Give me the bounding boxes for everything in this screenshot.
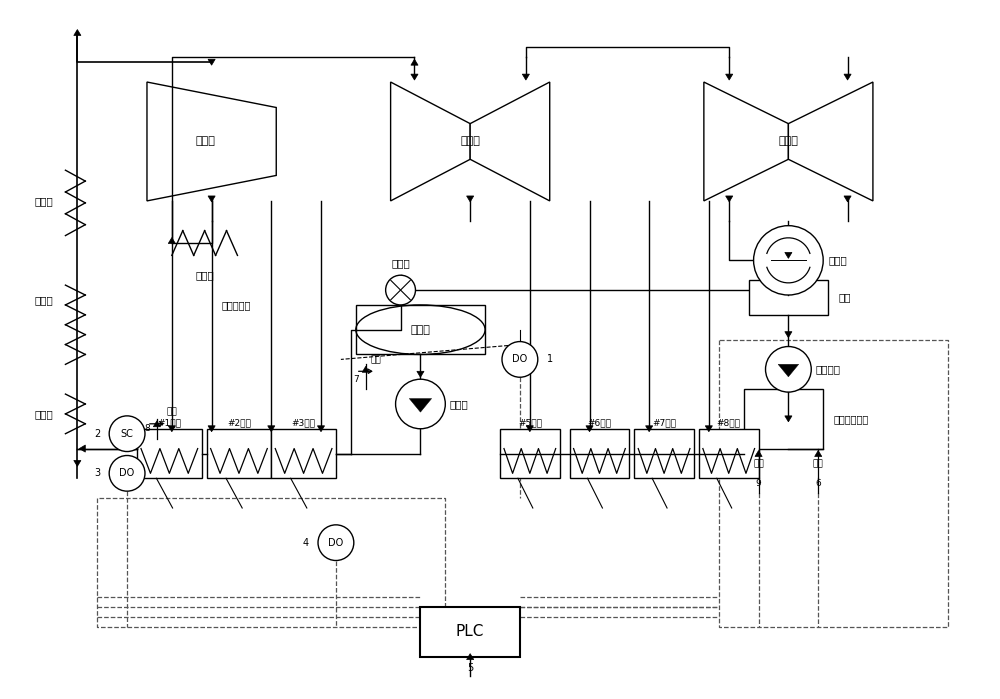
Polygon shape	[755, 451, 762, 456]
Text: 加氧: 加氧	[167, 408, 178, 417]
Polygon shape	[470, 82, 550, 201]
Bar	[744, 389, 823, 449]
Text: 汽轮机抜气: 汽轮机抜气	[222, 300, 251, 310]
Bar	[356, 305, 485, 354]
Circle shape	[109, 456, 145, 491]
Text: 9: 9	[756, 479, 761, 488]
Text: #8低加: #8低加	[717, 418, 741, 427]
Polygon shape	[726, 74, 733, 80]
Circle shape	[396, 380, 445, 428]
Polygon shape	[79, 445, 85, 452]
Polygon shape	[208, 196, 215, 202]
Text: 3: 3	[94, 468, 100, 478]
Text: 省煤器: 省煤器	[35, 409, 53, 419]
Polygon shape	[785, 331, 792, 338]
Polygon shape	[74, 29, 81, 36]
Text: 给水泵: 给水泵	[449, 399, 468, 409]
Polygon shape	[147, 82, 276, 201]
Polygon shape	[467, 196, 474, 202]
Polygon shape	[411, 59, 418, 65]
Polygon shape	[705, 426, 712, 432]
Polygon shape	[208, 59, 215, 65]
Bar	[570, 428, 629, 478]
Polygon shape	[726, 196, 733, 202]
Bar	[749, 280, 828, 315]
Polygon shape	[391, 82, 470, 201]
Text: #6低加: #6低加	[587, 418, 611, 427]
Polygon shape	[586, 426, 593, 432]
Text: 凝结水精处理: 凝结水精处理	[833, 414, 868, 424]
Text: 再热器: 再热器	[195, 271, 214, 280]
Polygon shape	[815, 451, 822, 456]
Circle shape	[502, 342, 538, 377]
Text: 6: 6	[815, 479, 821, 488]
Polygon shape	[153, 421, 160, 427]
Text: 加氧: 加氧	[813, 459, 824, 468]
Polygon shape	[268, 426, 275, 432]
Text: 除氧器: 除氧器	[411, 325, 430, 335]
Polygon shape	[844, 74, 851, 80]
Bar	[137, 428, 202, 478]
Bar	[271, 428, 336, 478]
Text: 水冷壁: 水冷壁	[35, 295, 53, 305]
Polygon shape	[467, 654, 474, 660]
Polygon shape	[411, 74, 418, 80]
Text: 排汽门: 排汽门	[391, 258, 410, 268]
Text: 低压缸: 低压缸	[778, 136, 798, 147]
Polygon shape	[74, 461, 81, 466]
Circle shape	[766, 347, 811, 392]
Bar	[420, 607, 520, 656]
Circle shape	[318, 525, 354, 561]
Polygon shape	[646, 426, 653, 432]
Bar	[500, 428, 560, 478]
Polygon shape	[409, 398, 432, 412]
Polygon shape	[522, 74, 529, 80]
Ellipse shape	[356, 305, 485, 354]
Text: SC: SC	[121, 428, 134, 439]
Polygon shape	[526, 426, 533, 432]
Polygon shape	[168, 426, 175, 432]
Text: 7: 7	[353, 375, 359, 384]
Circle shape	[754, 226, 823, 295]
Text: 5: 5	[467, 663, 473, 673]
Circle shape	[386, 275, 415, 305]
Text: #1高加: #1高加	[157, 418, 181, 427]
Text: 中压缸: 中压缸	[460, 136, 480, 147]
Polygon shape	[417, 371, 424, 377]
Text: 过热器: 过热器	[35, 196, 53, 206]
Polygon shape	[778, 364, 799, 377]
Polygon shape	[785, 252, 792, 259]
Circle shape	[109, 416, 145, 452]
Polygon shape	[362, 366, 369, 373]
Polygon shape	[704, 82, 788, 201]
Text: #3高加: #3高加	[292, 418, 316, 427]
Text: DO: DO	[512, 354, 528, 364]
Text: 热井: 热井	[838, 292, 851, 303]
Text: PLC: PLC	[456, 624, 484, 640]
Polygon shape	[788, 82, 873, 201]
Text: 1: 1	[547, 354, 553, 364]
Text: 8: 8	[144, 424, 150, 433]
Text: 凝结水泵: 凝结水泵	[815, 364, 840, 374]
Polygon shape	[208, 426, 215, 432]
Text: DO: DO	[328, 538, 344, 548]
Text: 高压缸: 高压缸	[195, 136, 215, 147]
Text: 加酶: 加酶	[753, 459, 764, 468]
Polygon shape	[168, 238, 175, 243]
Polygon shape	[317, 426, 325, 432]
Text: 凝污器: 凝污器	[828, 255, 847, 266]
Text: 4: 4	[303, 538, 309, 548]
Polygon shape	[844, 196, 851, 202]
Text: #5低加: #5低加	[518, 418, 542, 427]
Text: 加氧: 加氧	[371, 355, 381, 364]
Bar	[207, 428, 271, 478]
Polygon shape	[785, 416, 792, 421]
Text: 2: 2	[94, 428, 100, 439]
Bar	[699, 428, 759, 478]
Bar	[634, 428, 694, 478]
Text: #2高加: #2高加	[227, 418, 251, 427]
Text: #7低加: #7低加	[652, 418, 676, 427]
Text: DO: DO	[119, 468, 135, 478]
